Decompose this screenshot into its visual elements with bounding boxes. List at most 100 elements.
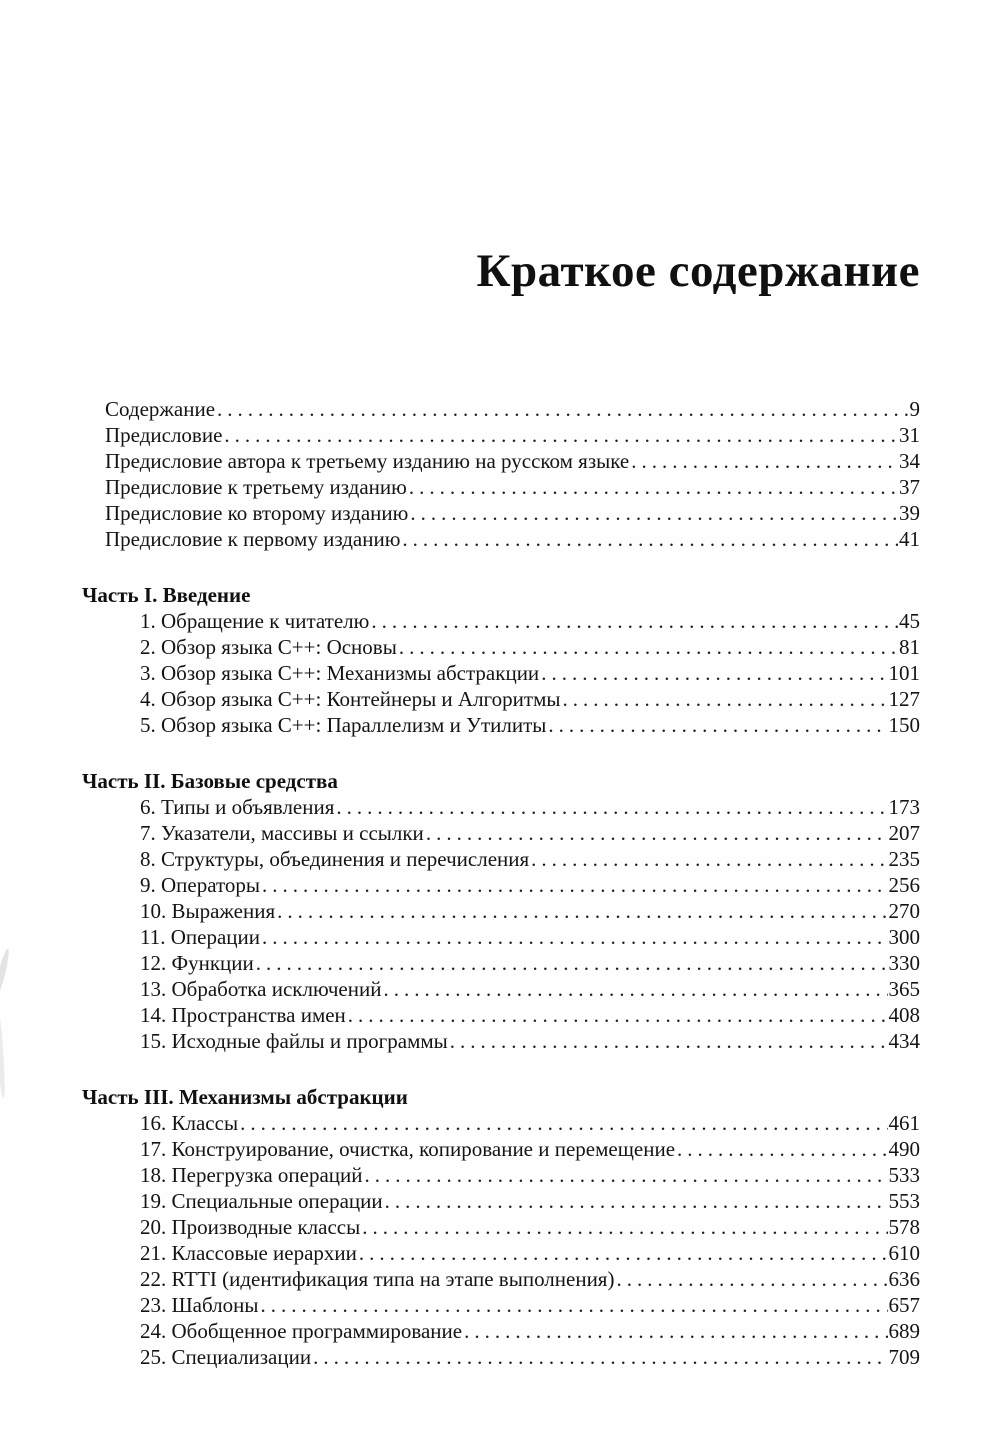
- toc-entry: 20. Производные классы 578: [140, 1214, 920, 1240]
- dot-leader: [217, 396, 908, 422]
- toc-entry: 23. Шаблоны 657: [140, 1292, 920, 1318]
- toc-entry: Предисловие к третьему изданию 37: [105, 474, 920, 500]
- dot-leader: [548, 712, 887, 738]
- toc-entry-page: 490: [888, 1137, 921, 1161]
- dot-leader: [371, 608, 898, 634]
- toc-entry-label: Предисловие к третьему изданию: [105, 475, 407, 499]
- dot-leader: [262, 872, 887, 898]
- toc-entry: 14. Пространства имен 408: [140, 1002, 920, 1028]
- toc-entry: Предисловие ко второму изданию 39: [105, 500, 920, 526]
- dot-leader: [240, 1110, 887, 1136]
- toc-entry-label: 4. Обзор языка C++: Контейнеры и Алгорит…: [140, 687, 561, 711]
- toc-entry-page: 636: [888, 1267, 921, 1291]
- toc-entry: 24. Обобщенное программирование 689: [140, 1318, 920, 1344]
- toc-entry: 21. Классовые иерархии 610: [140, 1240, 920, 1266]
- toc-entry: 2. Обзор языка C++: Основы 81: [140, 634, 920, 660]
- page-title: Краткое содержание: [476, 245, 920, 297]
- toc-entry: 5. Обзор языка C++: Параллелизм и Утилит…: [140, 712, 920, 738]
- part-1-chapter-list: 1. Обращение к читателю 45 2. Обзор язык…: [140, 608, 920, 738]
- part-heading-2: Часть II. Базовые средства: [82, 769, 338, 793]
- toc-entry-page: 101: [888, 661, 921, 685]
- toc-entry-page: 408: [888, 1003, 921, 1027]
- dot-leader: [365, 1162, 888, 1188]
- toc-entry: 12. Функции 330: [140, 950, 920, 976]
- dot-leader: [426, 820, 888, 846]
- dot-leader: [359, 1240, 888, 1266]
- toc-entry: 1. Обращение к читателю 45: [140, 608, 920, 634]
- scan-artifact: [0, 1001, 7, 1099]
- toc-entry-label: 22. RTTI (идентификация типа на этапе вы…: [140, 1267, 615, 1291]
- toc-entry: Содержание 9: [105, 396, 920, 422]
- toc-entry: 8. Структуры, объединения и перечисления…: [140, 846, 920, 872]
- toc-entry-page: 127: [888, 687, 921, 711]
- toc-entry-page: 270: [888, 899, 921, 923]
- toc-entry-label: 8. Структуры, объединения и перечисления: [140, 847, 530, 871]
- toc-entry-page: 39: [899, 501, 920, 525]
- toc-entry: 3. Обзор языка C++: Механизмы абстракции…: [140, 660, 920, 686]
- toc-entry-page: 657: [888, 1293, 921, 1317]
- dot-leader: [348, 1002, 888, 1028]
- toc-entry-page: 330: [888, 951, 921, 975]
- toc-entry-label: 3. Обзор языка C++: Механизмы абстракции: [140, 661, 540, 685]
- toc-entry-page: 150: [888, 713, 921, 737]
- toc-entry-page: 689: [888, 1319, 921, 1343]
- toc-entry-page: 365: [888, 977, 921, 1001]
- toc-entry-page: 578: [888, 1215, 921, 1239]
- front-matter-list: Содержание 9 Предисловие 31 Предисловие …: [105, 396, 920, 552]
- toc-entry-label: 25. Специализации: [140, 1345, 312, 1369]
- toc-entry-label: 21. Классовые иерархии: [140, 1241, 357, 1265]
- dot-leader: [410, 500, 898, 526]
- toc-entry: 11. Операции 300: [140, 924, 920, 950]
- dot-leader: [399, 634, 898, 660]
- dot-leader: [531, 846, 887, 872]
- toc-entry-label: 5. Обзор языка C++: Параллелизм и Утилит…: [140, 713, 547, 737]
- toc-entry-page: 610: [888, 1241, 921, 1265]
- toc-entry: 25. Специализации 709: [140, 1344, 920, 1370]
- toc-entry-page: 300: [888, 925, 921, 949]
- toc-entry-label: 11. Операции: [140, 925, 260, 949]
- toc-entry-page: 31: [899, 423, 920, 447]
- toc-entry-page: 256: [888, 873, 921, 897]
- toc-entry-label: 2. Обзор языка C++: Основы: [140, 635, 397, 659]
- toc-entry-label: 23. Шаблоны: [140, 1293, 259, 1317]
- toc-entry-page: 34: [899, 449, 920, 473]
- part-3-chapter-list: 16. Классы 461 17. Конструирование, очис…: [140, 1110, 920, 1370]
- toc-entry: 9. Операторы 256: [140, 872, 920, 898]
- toc-entry: 18. Перегрузка операций 533: [140, 1162, 920, 1188]
- part-2-chapter-list: 6. Типы и объявления 173 7. Указатели, м…: [140, 794, 920, 1054]
- dot-leader: [224, 422, 898, 448]
- toc-entry-label: 16. Классы: [140, 1111, 239, 1135]
- dot-leader: [450, 1028, 888, 1054]
- toc-entry-page: 173: [888, 795, 921, 819]
- toc-entry: 13. Обработка исключений 365: [140, 976, 920, 1002]
- toc-entry-page: 461: [888, 1111, 921, 1135]
- dot-leader: [362, 1214, 887, 1240]
- toc-entry: 10. Выражения 270: [140, 898, 920, 924]
- toc-entry-label: Предисловие автора к третьему изданию на…: [105, 449, 630, 473]
- toc-entry: 15. Исходные файлы и программы 434: [140, 1028, 920, 1054]
- toc-entry: 19. Специальные операции 553: [140, 1188, 920, 1214]
- dot-leader: [277, 898, 887, 924]
- toc-entry: 6. Типы и объявления 173: [140, 794, 920, 820]
- toc-entry-label: 13. Обработка исключений: [140, 977, 382, 1001]
- part-heading-1: Часть I. Введение: [82, 583, 251, 607]
- dot-leader: [402, 526, 898, 552]
- toc-entry: Предисловие к первому изданию 41: [105, 526, 920, 552]
- toc-entry: Предисловие 31: [105, 422, 920, 448]
- dot-leader: [313, 1344, 887, 1370]
- dot-leader: [262, 924, 888, 950]
- dot-leader: [385, 1188, 888, 1214]
- toc-entry: 4. Обзор языка C++: Контейнеры и Алгорит…: [140, 686, 920, 712]
- dot-leader: [464, 1318, 887, 1344]
- toc-entry-page: 41: [899, 527, 920, 551]
- toc-entry-label: 6. Типы и объявления: [140, 795, 335, 819]
- toc-entry: 17. Конструирование, очистка, копировани…: [140, 1136, 920, 1162]
- toc-entry-page: 709: [888, 1345, 921, 1369]
- dot-leader: [616, 1266, 887, 1292]
- toc-entry-label: 19. Специальные операции: [140, 1189, 383, 1213]
- toc-entry: 16. Классы 461: [140, 1110, 920, 1136]
- toc-entry-page: 81: [899, 635, 920, 659]
- toc-entry-label: Предисловие ко второму изданию: [105, 501, 409, 525]
- toc-entry-label: 17. Конструирование, очистка, копировани…: [140, 1137, 676, 1161]
- part-heading-3: Часть III. Механизмы абстракции: [82, 1085, 408, 1109]
